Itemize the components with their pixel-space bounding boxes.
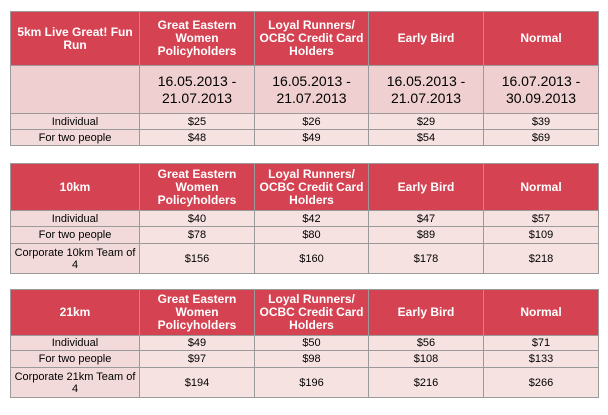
price-cell: $50 xyxy=(254,335,369,351)
price-cell: $49 xyxy=(139,335,255,351)
price-cell: $89 xyxy=(368,226,484,244)
price-cell: $40 xyxy=(139,210,255,227)
table-row: For two people $97 $98 $108 $133 xyxy=(10,350,599,368)
dates-early-bird: 16.05.2013 - 21.07.2013 xyxy=(368,65,484,114)
table-row: For two people $48 $49 $54 $69 xyxy=(10,129,599,146)
table-row: Individual $40 $42 $47 $57 xyxy=(10,210,599,227)
price-cell: $97 xyxy=(139,350,255,368)
price-cell: $80 xyxy=(254,226,369,244)
header-loyal-runners: Loyal Runners/ OCBC Credit Card Holders xyxy=(254,289,369,336)
price-cell: $194 xyxy=(139,367,255,398)
header-normal: Normal xyxy=(483,163,599,211)
price-cell: $49 xyxy=(254,129,369,146)
dates-normal: 16.07.2013 - 30.09.2013 xyxy=(483,65,599,114)
price-cell: $57 xyxy=(483,210,599,227)
price-cell: $98 xyxy=(254,350,369,368)
header-event: 10km xyxy=(10,163,140,211)
row-label: Individual xyxy=(10,113,140,130)
row-label: For two people xyxy=(10,350,140,368)
table-row: Corporate 21km Team of 4 $194 $196 $216 … xyxy=(10,367,599,398)
price-cell: $56 xyxy=(368,335,484,351)
price-cell: $71 xyxy=(483,335,599,351)
price-cell: $109 xyxy=(483,226,599,244)
header-great-eastern: Great Eastern Women Policyholders xyxy=(139,11,255,66)
price-cell: $216 xyxy=(368,367,484,398)
header-great-eastern: Great Eastern Women Policyholders xyxy=(139,289,255,336)
dates-great-eastern: 16.05.2013 - 21.07.2013 xyxy=(139,65,255,114)
table-row: Individual $25 $26 $29 $39 xyxy=(10,113,599,130)
header-event: 5km Live Great! Fun Run xyxy=(10,11,140,66)
price-cell: $156 xyxy=(139,243,255,274)
price-cell: $160 xyxy=(254,243,369,274)
header-normal: Normal xyxy=(483,11,599,66)
table-row: Corporate 10km Team of 4 $156 $160 $178 … xyxy=(10,243,599,274)
table-10km: 10km Great Eastern Women Policyholders L… xyxy=(10,163,599,274)
price-cell: $26 xyxy=(254,113,369,130)
header-great-eastern: Great Eastern Women Policyholders xyxy=(139,163,255,211)
price-cell: $48 xyxy=(139,129,255,146)
price-cell: $78 xyxy=(139,226,255,244)
row-label: Individual xyxy=(10,210,140,227)
row-label: For two people xyxy=(10,226,140,244)
header-early-bird: Early Bird xyxy=(368,289,484,336)
price-cell: $47 xyxy=(368,210,484,227)
price-cell: $178 xyxy=(368,243,484,274)
table-21km: 21km Great Eastern Women Policyholders L… xyxy=(10,289,599,398)
price-cell: $218 xyxy=(483,243,599,274)
price-cell: $69 xyxy=(483,129,599,146)
header-early-bird: Early Bird xyxy=(368,11,484,66)
header-event: 21km xyxy=(10,289,140,336)
row-label: Corporate 21km Team of 4 xyxy=(10,367,140,398)
price-cell: $108 xyxy=(368,350,484,368)
table-row: Individual $49 $50 $56 $71 xyxy=(10,335,599,351)
dates-blank xyxy=(10,65,140,114)
price-cell: $54 xyxy=(368,129,484,146)
header-normal: Normal xyxy=(483,289,599,336)
row-label: Corporate 10km Team of 4 xyxy=(10,243,140,274)
price-cell: $42 xyxy=(254,210,369,227)
header-loyal-runners: Loyal Runners/ OCBC Credit Card Holders xyxy=(254,163,369,211)
price-cell: $266 xyxy=(483,367,599,398)
price-cell: $133 xyxy=(483,350,599,368)
row-label: For two people xyxy=(10,129,140,146)
table-row: For two people $78 $80 $89 $109 xyxy=(10,226,599,244)
row-label: Individual xyxy=(10,335,140,351)
price-cell: $25 xyxy=(139,113,255,130)
table-5km: 5km Live Great! Fun Run Great Eastern Wo… xyxy=(10,11,599,146)
price-cell: $29 xyxy=(368,113,484,130)
dates-loyal-runners: 16.05.2013 - 21.07.2013 xyxy=(254,65,369,114)
price-cell: $196 xyxy=(254,367,369,398)
header-loyal-runners: Loyal Runners/ OCBC Credit Card Holders xyxy=(254,11,369,66)
price-cell: $39 xyxy=(483,113,599,130)
header-early-bird: Early Bird xyxy=(368,163,484,211)
